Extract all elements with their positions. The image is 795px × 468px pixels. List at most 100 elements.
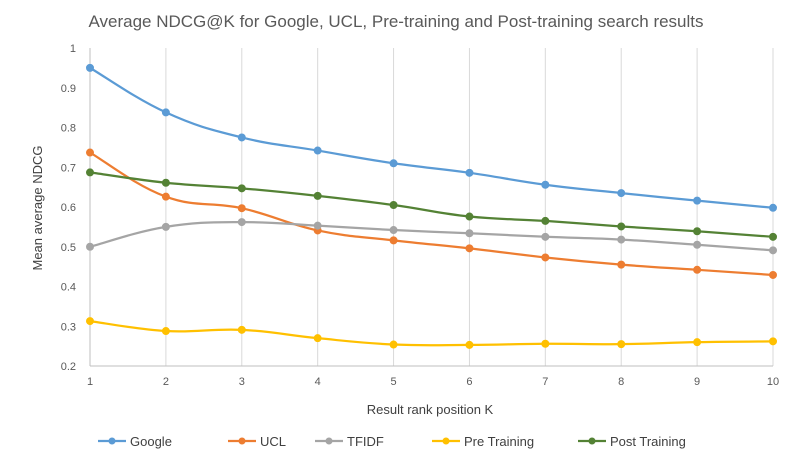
legend-item-pre-training: Pre Training (432, 434, 534, 449)
series-line-pre-training (89, 319, 774, 347)
data-point-tfidf (86, 242, 94, 251)
series-post-training (86, 168, 777, 241)
data-point-post-training (617, 222, 626, 231)
data-point-tfidf (389, 226, 398, 235)
data-point-pre-training (769, 337, 777, 346)
legend-marker-post-training (588, 437, 596, 445)
data-point-google (465, 168, 474, 177)
legend-label-pre-training: Pre Training (464, 434, 534, 449)
data-point-ucl (237, 204, 246, 213)
legend-marker-ucl (238, 437, 246, 445)
data-point-post-training (389, 201, 398, 210)
series-line-ucl (89, 151, 774, 277)
data-point-ucl (389, 236, 398, 245)
y-axis-label: Mean average NDCG (30, 146, 45, 271)
data-point-tfidf (465, 229, 474, 238)
data-point-post-training (769, 232, 777, 241)
y-tick-label: 0.3 (61, 321, 76, 333)
series-tfidf (86, 218, 777, 255)
data-point-ucl (161, 192, 170, 201)
data-point-ucl (465, 244, 474, 253)
data-point-pre-training (161, 327, 170, 336)
axes (89, 48, 773, 367)
y-tick-label: 0.9 (61, 83, 76, 95)
series-lines (86, 63, 777, 349)
data-point-pre-training (465, 340, 474, 349)
data-point-post-training (541, 216, 550, 225)
data-point-pre-training (313, 334, 322, 343)
y-tick-label: 0.7 (61, 162, 76, 174)
legend-item-ucl: UCL (228, 434, 286, 449)
data-point-google (389, 159, 398, 168)
data-point-ucl (693, 265, 702, 274)
x-tick-label: 4 (315, 376, 321, 388)
legend-item-post-training: Post Training (578, 434, 686, 449)
data-point-pre-training (86, 317, 94, 326)
x-tick-label: 8 (618, 376, 624, 388)
legend-label-tfidf: TFIDF (347, 434, 384, 449)
legend-label-google: Google (130, 434, 172, 449)
data-point-google (541, 180, 550, 189)
series-line-tfidf (89, 220, 774, 252)
y-tick-label: 0.4 (61, 282, 76, 294)
data-point-pre-training (617, 340, 626, 349)
x-tick-label: 10 (767, 376, 779, 388)
data-point-google (693, 196, 702, 205)
data-point-post-training (161, 178, 170, 187)
series-line-post-training (89, 171, 774, 238)
data-point-ucl (617, 260, 626, 269)
x-tick-label: 3 (239, 376, 245, 388)
legend-item-tfidf: TFIDF (315, 434, 384, 449)
legend-marker-google (108, 437, 116, 445)
data-point-tfidf (769, 246, 777, 255)
x-tick-label: 1 (87, 376, 93, 388)
data-point-ucl (769, 270, 777, 279)
series-pre-training (86, 317, 777, 349)
data-point-google (313, 146, 322, 155)
grid-lines (165, 48, 774, 366)
data-point-tfidf (617, 235, 626, 244)
y-tick-label: 0.8 (61, 123, 76, 135)
x-tick-label: 9 (694, 376, 700, 388)
data-point-post-training (465, 212, 474, 221)
data-point-tfidf (161, 222, 170, 231)
y-tick-labels: 0.2 0.3 0.4 0.5 0.6 0.7 0.8 0.9 1 (61, 43, 76, 373)
data-point-post-training (693, 227, 702, 236)
data-point-google (161, 108, 170, 117)
series-google (86, 63, 777, 212)
data-point-post-training (237, 184, 246, 193)
x-tick-label: 6 (466, 376, 472, 388)
series-line-google (89, 66, 774, 209)
data-point-pre-training (693, 338, 702, 347)
data-point-tfidf (693, 240, 702, 249)
legend-label-ucl: UCL (260, 434, 286, 449)
x-tick-label: 5 (390, 376, 396, 388)
x-tick-label: 2 (163, 376, 169, 388)
data-point-tfidf (541, 232, 550, 241)
legend-label-post-training: Post Training (610, 434, 686, 449)
legend-item-google: Google (98, 434, 172, 449)
legend-marker-tfidf (325, 437, 333, 445)
data-point-pre-training (237, 325, 246, 334)
data-point-tfidf (237, 218, 246, 227)
data-point-post-training (313, 191, 322, 200)
data-point-ucl (541, 253, 550, 262)
data-point-ucl (86, 148, 94, 157)
x-tick-label: 7 (542, 376, 548, 388)
data-point-tfidf (313, 221, 322, 230)
legend-marker-pre-training (442, 437, 450, 445)
legend: Google UCL TFIDF Pre Training Post Training (98, 434, 686, 449)
data-point-google (617, 189, 626, 198)
series-ucl (86, 148, 777, 279)
x-tick-labels: 1 2 3 4 5 6 7 8 9 10 (87, 376, 779, 388)
data-point-pre-training (389, 340, 398, 349)
data-point-google (237, 133, 246, 142)
data-point-google (86, 63, 94, 72)
y-tick-label: 0.6 (61, 202, 76, 214)
x-axis-label: Result rank position K (367, 402, 494, 417)
data-point-pre-training (541, 339, 550, 348)
chart-title: Average NDCG@K for Google, UCL, Pre-trai… (88, 12, 703, 31)
y-tick-label: 1 (70, 43, 76, 55)
